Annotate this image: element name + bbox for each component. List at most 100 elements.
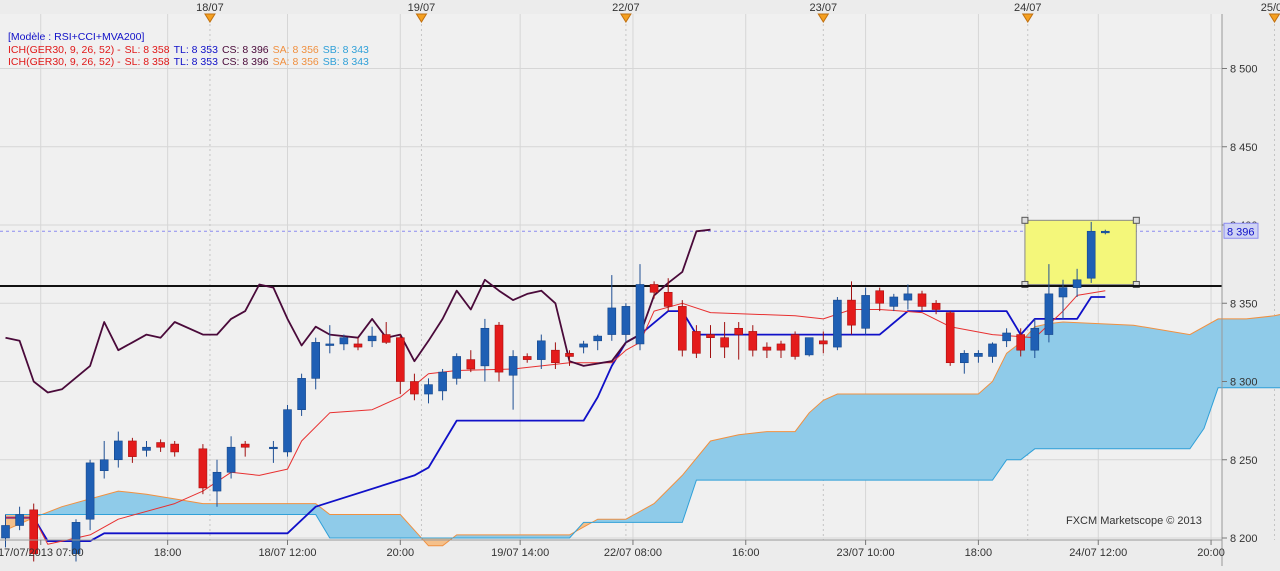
- candle-body: [692, 331, 700, 353]
- candle: [284, 405, 292, 457]
- legend-sa: SA: 8 356: [273, 44, 319, 56]
- candle-body: [382, 335, 390, 343]
- candle-body: [904, 294, 912, 300]
- candle-body: [396, 338, 404, 382]
- candle: [833, 297, 841, 350]
- candle-body: [227, 447, 235, 472]
- candle-body: [509, 356, 517, 375]
- candle-body: [989, 344, 997, 357]
- candle-body: [481, 328, 489, 366]
- candle-body: [735, 328, 743, 334]
- price-tick-label: 8 300: [1230, 377, 1258, 389]
- candle-body: [157, 443, 165, 448]
- candle-body: [354, 344, 362, 347]
- legend-name: ICH(GER30, 9, 26, 52) -: [8, 56, 121, 68]
- candle-body: [664, 292, 672, 306]
- candle-body: [1059, 288, 1067, 297]
- candle-body: [495, 325, 503, 372]
- candle-body: [974, 353, 982, 356]
- candle-body: [960, 353, 968, 362]
- candle-body: [86, 463, 94, 519]
- candle: [946, 311, 954, 366]
- candle-body: [707, 335, 715, 338]
- candle-body: [1087, 231, 1095, 278]
- price-tick-label: 8 200: [1230, 533, 1258, 545]
- candle-body: [622, 306, 630, 334]
- candle-body: [763, 347, 771, 350]
- date-marker-label: 24/07: [1014, 2, 1042, 14]
- candle-body: [284, 410, 292, 452]
- candle-body: [791, 335, 799, 357]
- candle-body: [1101, 231, 1109, 233]
- candle-body: [171, 444, 179, 452]
- candle-body: [805, 338, 813, 355]
- candle-body: [876, 291, 884, 304]
- candle-body: [312, 342, 320, 378]
- legend-name: ICH(GER30, 9, 26, 52) -: [8, 44, 121, 56]
- candle-body: [326, 344, 334, 346]
- price-axis: [1222, 0, 1280, 566]
- candle: [805, 338, 813, 357]
- candle-body: [721, 338, 729, 347]
- legend-sb: SB: 8 343: [323, 44, 369, 56]
- date-marker-label: 19/07: [408, 2, 436, 14]
- legend-sa: SA: 8 356: [273, 56, 319, 68]
- date-marker-label: 23/07: [810, 2, 838, 14]
- price-tick-label: 8 500: [1230, 64, 1258, 76]
- current-price-label: 8 396: [1227, 226, 1255, 238]
- time-tick-label: 18:00: [154, 547, 182, 559]
- candle-body: [100, 460, 108, 471]
- candle-body: [580, 344, 588, 347]
- candle: [199, 444, 207, 494]
- legend-cs: CS: 8 396: [222, 56, 269, 68]
- date-marker-label: 22/07: [612, 2, 640, 14]
- time-tick-label: 20:00: [1197, 547, 1225, 559]
- box-handle: [1133, 217, 1139, 223]
- candle-body: [862, 295, 870, 328]
- candle-body: [537, 341, 545, 360]
- candle-body: [1017, 335, 1025, 351]
- legend-tl: TL: 8 353: [174, 44, 218, 56]
- candle: [298, 374, 306, 416]
- candle-body: [213, 472, 221, 491]
- time-tick-label: 17/07/2013 07:00: [0, 547, 84, 559]
- top-axis: [0, 0, 1280, 14]
- candle-body: [566, 353, 574, 356]
- legend-cs: CS: 8 396: [222, 44, 269, 56]
- candle-body: [114, 441, 122, 460]
- candle-body: [410, 382, 418, 395]
- legend-sl: SL: 8 358: [125, 44, 170, 56]
- candle-body: [833, 300, 841, 347]
- time-tick-label: 23/07 10:00: [837, 547, 895, 559]
- candle-body: [608, 308, 616, 335]
- candle-body: [749, 331, 757, 350]
- price-tick-label: 8 250: [1230, 455, 1258, 467]
- candle-body: [523, 356, 531, 359]
- candle-body: [241, 444, 249, 447]
- candle-body: [16, 515, 24, 526]
- box-handle: [1022, 217, 1028, 223]
- date-marker-label: 25/07: [1261, 2, 1280, 14]
- candle: [678, 300, 686, 356]
- candle: [1087, 222, 1095, 283]
- candle-body: [777, 344, 785, 350]
- time-tick-label: 19/07 14:00: [491, 547, 549, 559]
- candle-body: [1045, 294, 1053, 335]
- candle-body: [650, 284, 658, 292]
- time-tick-label: 18:00: [965, 547, 993, 559]
- candle-body: [128, 441, 136, 457]
- candle-body: [467, 360, 475, 369]
- candle-body: [932, 303, 940, 309]
- candle: [791, 331, 799, 359]
- candle-body: [298, 378, 306, 409]
- chart-legend: [Modèle : RSI+CCI+MVA200] ICH(GER30, 9, …: [8, 31, 373, 69]
- candle-body: [340, 338, 348, 344]
- legend-sl: SL: 8 358: [125, 56, 170, 68]
- candle-body: [2, 525, 10, 538]
- legend-model: [Modèle : RSI+CCI+MVA200]: [8, 31, 373, 44]
- candle-body: [1031, 328, 1039, 350]
- candle-body: [551, 350, 559, 363]
